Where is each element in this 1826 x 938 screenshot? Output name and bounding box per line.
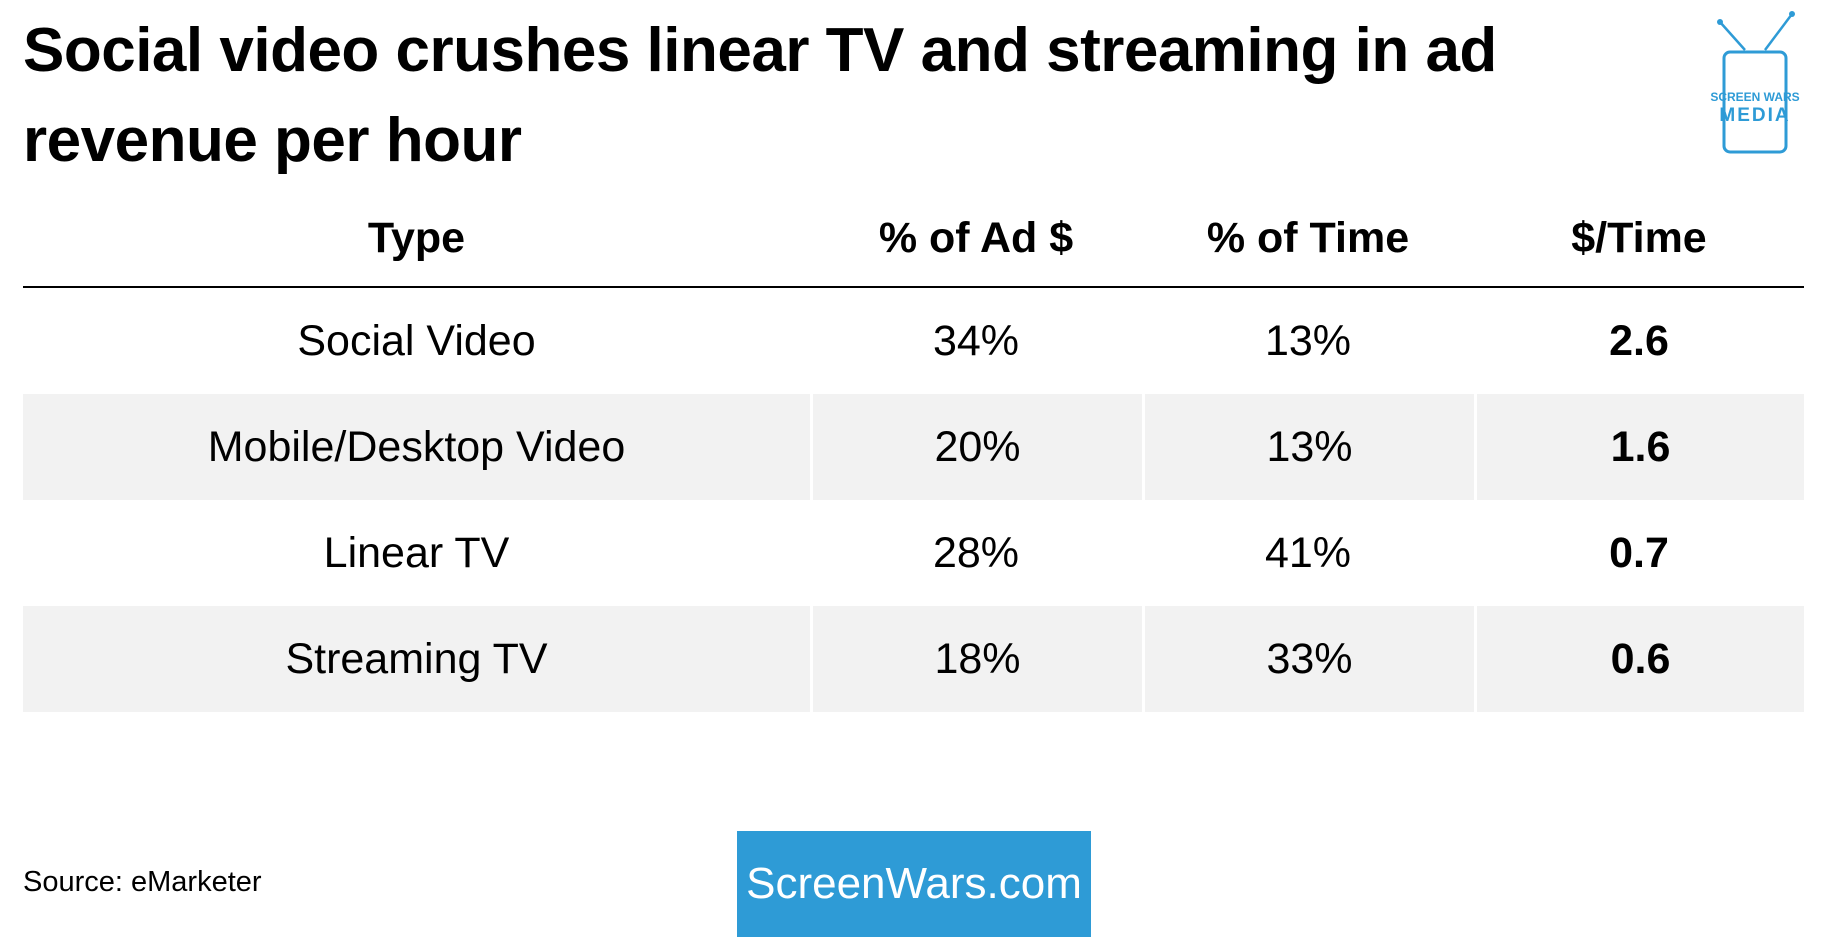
table-cell: 28% — [932, 528, 1020, 577]
logo-line2: MEDIA — [1719, 105, 1790, 126]
column-header: % of Time — [1206, 213, 1410, 262]
table-row: Streaming TV 18% 33% 0.6 — [23, 606, 1804, 712]
table-cell: Social Video — [297, 316, 536, 365]
table-cell: 20% — [810, 394, 1142, 500]
column-header: $/Time — [1571, 213, 1707, 262]
antenna — [1719, 21, 1746, 51]
antenna — [1764, 13, 1793, 51]
antenna-tip — [1717, 19, 1723, 25]
table-cell: 34% — [932, 316, 1020, 365]
table-cell: 33% — [1142, 606, 1474, 712]
logo: SCREEN WARS MEDIA — [1710, 11, 1800, 154]
title: Social video crushes linear TV and strea… — [23, 16, 1497, 175]
column-header: % of Ad $ — [878, 213, 1074, 262]
table-cell: 18% — [810, 606, 1142, 712]
tv-outline — [1722, 50, 1788, 154]
table-cell: 0.7 — [1609, 528, 1669, 577]
table-cell: Streaming TV — [23, 606, 810, 712]
table-cell: 13% — [1142, 394, 1474, 500]
table-cell: 13% — [1264, 316, 1352, 365]
link-button[interactable]: ScreenWars.com — [737, 831, 1091, 937]
table-cell: 41% — [1264, 528, 1352, 577]
table-cell: Linear TV — [323, 528, 510, 577]
table-cell: Mobile/Desktop Video — [23, 394, 810, 500]
table-cell: 0.6 — [1474, 606, 1804, 712]
table-row: Social Video 34% 13% 2.6 — [23, 288, 1804, 394]
table: Type % of Ad $ % of Time $/Time Social Video… — [23, 190, 1804, 712]
table-row: Linear TV 28% 41% 0.7 — [23, 500, 1804, 606]
table-cell: 1.6 — [1474, 394, 1804, 500]
source: Source: eMarketer — [23, 866, 262, 898]
header-row: Type % of Ad $ % of Time $/Time — [23, 190, 1804, 288]
table-row: Mobile/Desktop Video 20% 13% 1.6 — [23, 394, 1804, 500]
antenna-tip — [1789, 11, 1795, 17]
logo-line1: SCREEN WARS — [1710, 90, 1799, 104]
column-header: Type — [367, 213, 466, 262]
table-cell: 2.6 — [1609, 316, 1669, 365]
